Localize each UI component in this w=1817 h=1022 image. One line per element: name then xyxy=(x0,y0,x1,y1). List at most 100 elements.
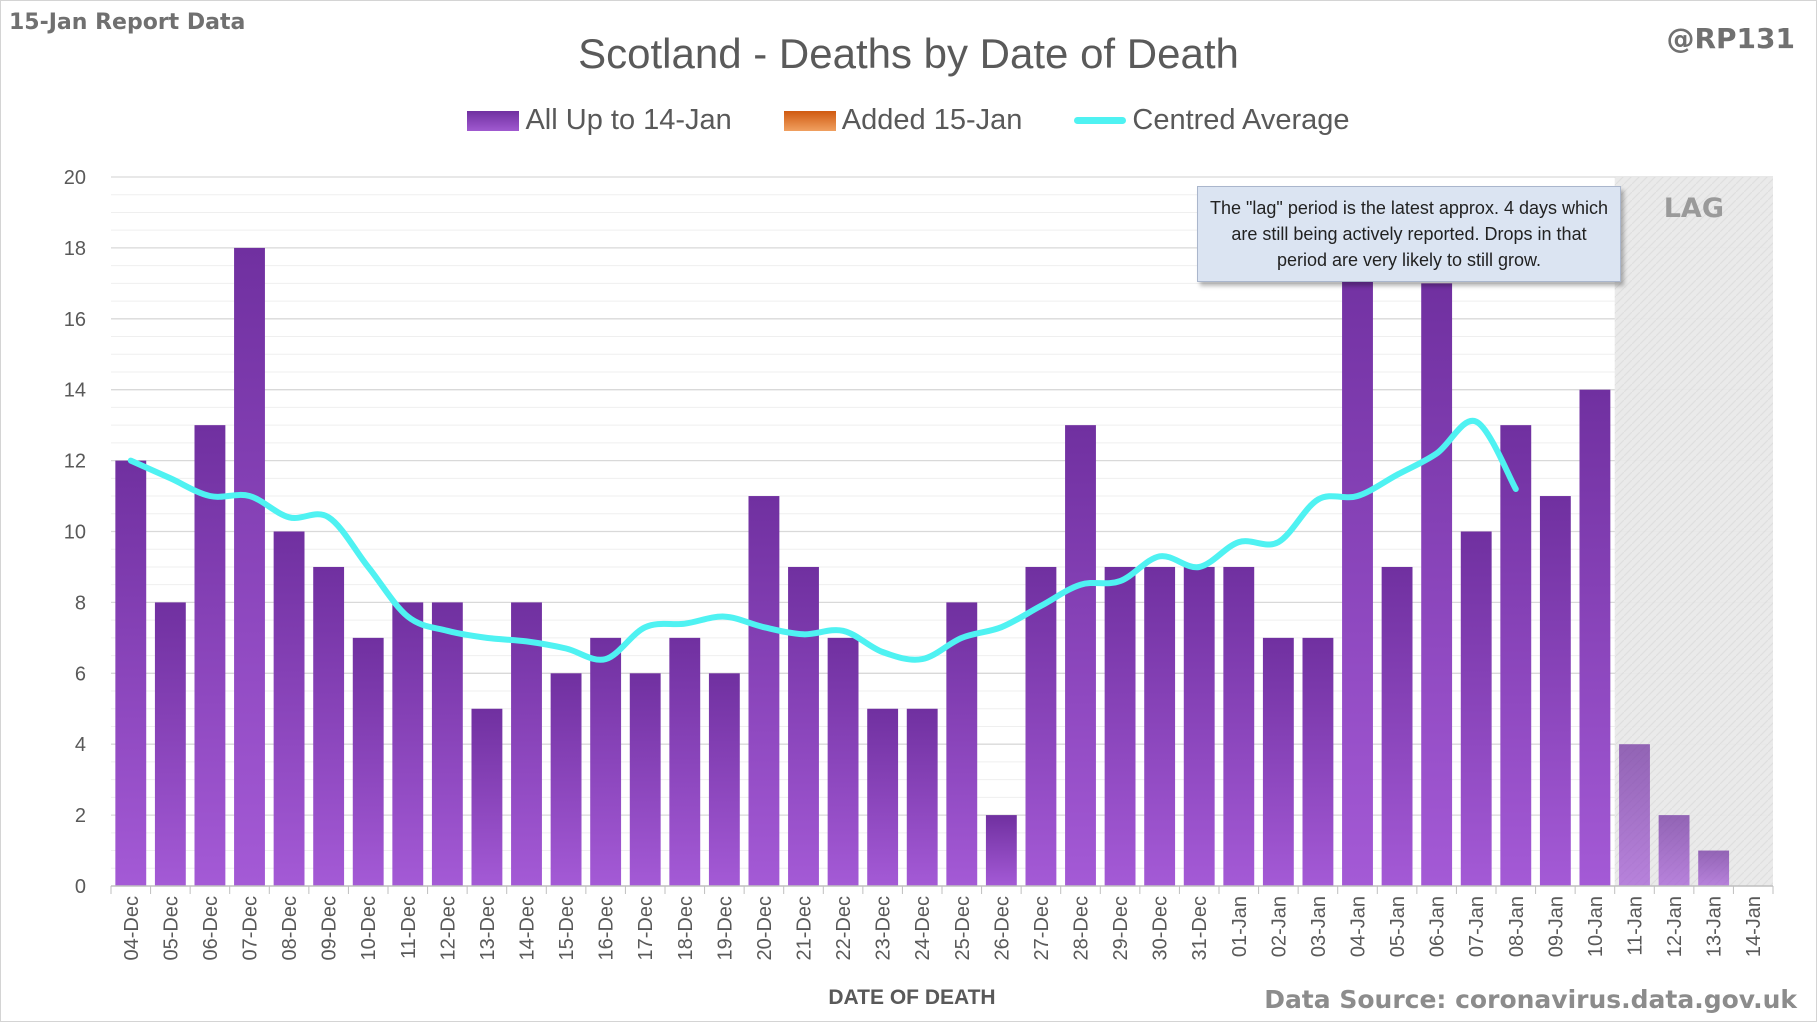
bar xyxy=(1579,389,1611,886)
x-tick-label: 14-Dec xyxy=(517,896,539,960)
bar xyxy=(550,673,582,886)
bar xyxy=(985,815,1017,886)
x-tick-label: 22-Dec xyxy=(833,896,855,960)
bars xyxy=(115,247,1730,887)
y-tick-label: 2 xyxy=(75,805,86,827)
gridlines xyxy=(111,176,1773,869)
x-tick-label: 11-Jan xyxy=(1625,896,1647,956)
x-tick-label: 17-Dec xyxy=(635,896,657,960)
bar xyxy=(867,708,899,886)
x-tick-label: 10-Dec xyxy=(358,896,380,960)
author-handle: @RP131 xyxy=(1666,22,1795,55)
legend-item-all: All Up to 14-Jan xyxy=(467,104,732,137)
bar xyxy=(906,708,938,886)
bar xyxy=(788,566,819,886)
bar xyxy=(1381,566,1413,886)
legend-swatch-all xyxy=(467,110,520,131)
legend-item-added: Added 15-Jan xyxy=(783,104,1023,137)
bar xyxy=(115,460,147,886)
bar xyxy=(1144,566,1176,886)
x-tick-label: 06-Dec xyxy=(200,896,222,960)
bar xyxy=(1223,566,1255,886)
x-tick-label: 09-Jan xyxy=(1545,896,1567,957)
y-tick-label: 16 xyxy=(64,309,86,331)
bar xyxy=(1500,425,1532,886)
bar xyxy=(629,673,661,886)
bar xyxy=(511,602,542,886)
bar xyxy=(1183,566,1215,886)
bar xyxy=(1619,744,1650,886)
y-tick-label: 18 xyxy=(64,238,86,260)
x-tick-label: 06-Jan xyxy=(1427,896,1449,957)
bar xyxy=(669,637,701,886)
bar xyxy=(194,425,226,886)
y-tick-label: 12 xyxy=(64,451,86,473)
chart-title: Scotland - Deaths by Date of Death xyxy=(578,30,1239,77)
lag-annotation: The "lag" period is the latest approx. 4… xyxy=(1197,186,1621,282)
x-tick-label: 14-Jan xyxy=(1743,896,1765,957)
bar xyxy=(1342,247,1373,886)
x-tick-label: 12-Dec xyxy=(437,896,459,960)
bar xyxy=(1698,850,1730,886)
bar xyxy=(1262,637,1294,886)
bar xyxy=(392,602,424,886)
x-tick-label: 27-Dec xyxy=(1031,896,1053,960)
x-tick-label: 31-Dec xyxy=(1189,896,1211,960)
bar xyxy=(1104,566,1136,886)
x-axis-title: DATE OF DEATH xyxy=(828,986,995,1009)
average-line-path xyxy=(127,417,1519,663)
x-tick-label: 19-Dec xyxy=(714,896,736,960)
x-tick-label: 03-Jan xyxy=(1308,896,1330,957)
bar xyxy=(471,708,503,886)
axes: 0 2 4 6 8 10 12 14 16 18 20 04-Dec 05-Dec 06-Dec 07-De… xyxy=(64,167,1774,1009)
legend-swatch-added xyxy=(783,110,836,131)
y-tick-label: 10 xyxy=(64,522,86,544)
bar xyxy=(313,566,345,886)
bar xyxy=(748,496,780,886)
x-tick-label: 18-Dec xyxy=(675,896,697,960)
legend-swatch-average xyxy=(1074,117,1127,124)
x-tick-label: 02-Jan xyxy=(1268,896,1290,957)
bar xyxy=(946,602,978,886)
bar xyxy=(1460,531,1492,886)
x-tick-label: 20-Dec xyxy=(754,896,776,960)
x-tick-label: 15-Dec xyxy=(556,896,578,960)
legend-item-average: Centred Average xyxy=(1074,104,1350,137)
bar xyxy=(590,637,622,886)
legend-label-added: Added 15-Jan xyxy=(841,104,1023,136)
x-tick-label: 04-Dec xyxy=(121,896,143,960)
x-tick-label: 26-Dec xyxy=(991,896,1013,960)
x-tick-label: 25-Dec xyxy=(952,896,974,960)
y-tick-label: 4 xyxy=(75,734,86,756)
bar xyxy=(827,637,859,886)
y-tick-label: 20 xyxy=(64,167,86,189)
bar xyxy=(1421,283,1453,887)
x-tick-label: 28-Dec xyxy=(1071,896,1093,960)
x-tick-label: 23-Dec xyxy=(873,896,895,960)
x-tick-label: 05-Jan xyxy=(1387,896,1409,957)
x-tick-label: 16-Dec xyxy=(596,896,618,960)
x-tick-label: 05-Dec xyxy=(160,896,182,960)
x-tick-label: 30-Dec xyxy=(1150,896,1172,960)
bar xyxy=(234,247,265,886)
lag-label: LAG xyxy=(1664,193,1724,224)
bar xyxy=(1302,637,1334,886)
x-tick-label: 12-Jan xyxy=(1664,896,1686,957)
x-tick-label: 13-Dec xyxy=(477,896,499,960)
y-tick-label: 14 xyxy=(64,380,86,402)
bar xyxy=(1025,566,1057,886)
x-tick-label: 10-Jan xyxy=(1585,896,1607,957)
bar xyxy=(708,673,740,886)
x-tick-label: 13-Jan xyxy=(1704,896,1726,957)
x-tick-label: 11-Dec xyxy=(398,896,420,959)
x-tick-label: 04-Jan xyxy=(1348,896,1370,957)
bar xyxy=(1658,815,1690,886)
average-line xyxy=(127,417,1519,663)
bar xyxy=(154,602,186,886)
bar xyxy=(273,531,305,886)
y-tick-label: 8 xyxy=(75,592,86,614)
bar xyxy=(1065,425,1096,886)
bar xyxy=(431,602,463,886)
legend-label-average: Centred Average xyxy=(1132,104,1350,136)
x-tick-label: 21-Dec xyxy=(794,896,816,960)
